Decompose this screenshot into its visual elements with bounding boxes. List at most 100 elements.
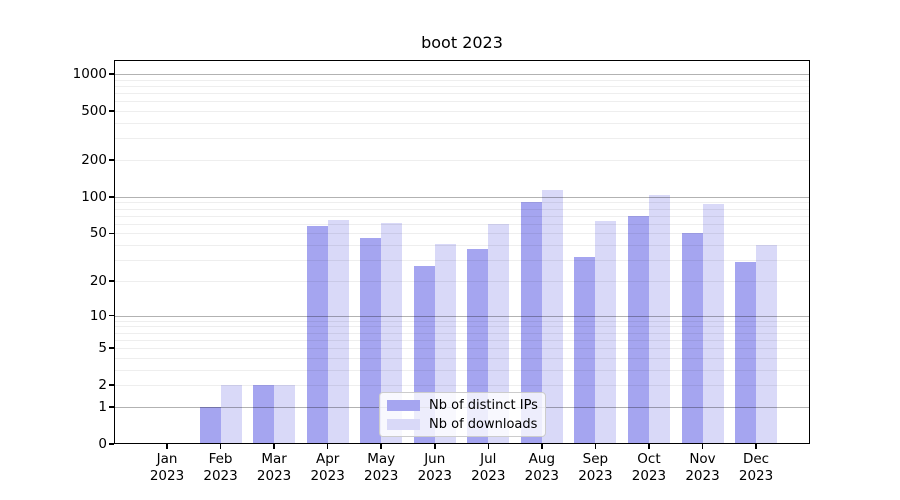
x-tick-month: Dec bbox=[742, 451, 770, 467]
y-tick-mark bbox=[109, 443, 114, 445]
x-tick-mark bbox=[487, 444, 490, 449]
bar-nov-ips bbox=[681, 233, 703, 444]
x-tick-year: 2023 bbox=[417, 468, 452, 484]
bar-mar-ips bbox=[253, 385, 275, 444]
x-tick-month: Aug bbox=[528, 451, 556, 467]
bar-may-ips bbox=[360, 237, 382, 444]
legend: Nb of distinct IPs Nb of downloads bbox=[379, 392, 546, 437]
y-tick-label: 1 bbox=[98, 398, 107, 415]
y-tick-mark bbox=[109, 232, 114, 235]
x-tick-year: 2023 bbox=[149, 468, 185, 484]
x-tick-year: 2023 bbox=[364, 468, 399, 484]
bar-apr-ips bbox=[306, 225, 328, 444]
x-tick-label-jul: Jul 2023 bbox=[456, 451, 520, 485]
y-tick-mark bbox=[109, 314, 114, 317]
y-tick-mark bbox=[109, 347, 114, 349]
x-tick-mark bbox=[755, 444, 757, 449]
x-tick-year: 2023 bbox=[738, 468, 774, 484]
x-tick-month: Mar bbox=[261, 451, 287, 467]
x-tick-month: May bbox=[367, 451, 396, 467]
bar-dec-downloads bbox=[756, 245, 778, 444]
x-tick-mark bbox=[166, 444, 168, 449]
x-tick-month: Jun bbox=[424, 451, 446, 467]
y-tick-label: 500 bbox=[81, 103, 107, 120]
x-tick-label-oct: Oct 2023 bbox=[617, 451, 681, 485]
x-tick-label-nov: Nov 2023 bbox=[671, 451, 735, 485]
x-tick-year: 2023 bbox=[256, 468, 292, 484]
x-tick-month: Jan bbox=[156, 451, 178, 467]
bar-aug-ips bbox=[520, 201, 542, 444]
x-tick-label-mar: Mar 2023 bbox=[242, 451, 306, 485]
bars-layer bbox=[114, 60, 810, 444]
bar-feb-ips bbox=[199, 406, 221, 444]
y-tick-mark bbox=[109, 110, 114, 112]
bar-oct-downloads bbox=[648, 195, 670, 444]
x-tick-year: 2023 bbox=[524, 468, 560, 484]
x-tick-month: Feb bbox=[208, 451, 233, 467]
plot-area bbox=[114, 60, 810, 444]
bar-dec-ips bbox=[735, 261, 757, 444]
y-tick-label: 2 bbox=[98, 377, 107, 394]
y-tick-mark bbox=[109, 280, 114, 282]
x-tick-mark bbox=[273, 444, 275, 449]
x-tick-label-may: May 2023 bbox=[349, 451, 413, 485]
y-tick-label: 0 bbox=[98, 436, 107, 452]
y-tick-mark bbox=[109, 196, 114, 198]
x-tick-label-jun: Jun 2023 bbox=[403, 451, 467, 485]
bar-mar-downloads bbox=[274, 385, 296, 444]
x-tick-month: Jul bbox=[480, 451, 497, 467]
x-tick-year: 2023 bbox=[471, 468, 506, 484]
y-tick-label: 100 bbox=[81, 188, 107, 205]
x-tick-mark bbox=[326, 444, 329, 449]
x-tick-mark bbox=[219, 444, 222, 449]
bar-apr-downloads bbox=[327, 219, 349, 444]
x-tick-year: 2023 bbox=[631, 468, 667, 484]
bar-sep-ips bbox=[574, 256, 596, 444]
x-tick-label-aug: Aug 2023 bbox=[510, 451, 574, 485]
x-tick-year: 2023 bbox=[310, 468, 345, 484]
x-tick-mark bbox=[648, 444, 650, 449]
bar-aug-downloads bbox=[541, 190, 563, 444]
x-tick-label-feb: Feb 2023 bbox=[189, 451, 253, 485]
legend-label: Nb of downloads bbox=[429, 416, 538, 432]
y-tick-mark bbox=[109, 73, 114, 75]
bar-feb-downloads bbox=[220, 385, 242, 444]
bar-may-downloads bbox=[381, 222, 403, 444]
y-tick-label: 200 bbox=[81, 152, 107, 169]
y-tick-label: 1000 bbox=[72, 66, 107, 83]
legend-swatch bbox=[387, 418, 420, 430]
x-tick-month: Nov bbox=[689, 451, 716, 467]
y-tick-mark bbox=[109, 406, 114, 408]
x-tick-year: 2023 bbox=[578, 468, 613, 484]
y-tick-label: 5 bbox=[98, 340, 107, 357]
y-tick-mark bbox=[109, 384, 114, 386]
y-tick-label: 20 bbox=[89, 272, 107, 289]
legend-swatch bbox=[387, 399, 420, 411]
legend-label: Nb of distinct IPs bbox=[429, 397, 538, 413]
x-tick-year: 2023 bbox=[203, 468, 238, 484]
x-tick-mark bbox=[594, 444, 597, 449]
y-tick-label: 10 bbox=[89, 307, 107, 324]
bar-jul-downloads bbox=[488, 223, 510, 444]
bar-nov-downloads bbox=[702, 204, 724, 444]
x-tick-label-dec: Dec 2023 bbox=[724, 451, 788, 485]
y-tick-label: 50 bbox=[89, 225, 107, 242]
bar-sep-downloads bbox=[595, 221, 617, 444]
x-tick-month: Oct bbox=[637, 451, 661, 467]
x-tick-label-sep: Sep 2023 bbox=[563, 451, 627, 485]
chart-title: boot 2023 bbox=[421, 33, 503, 52]
x-tick-mark bbox=[380, 444, 382, 449]
x-tick-mark bbox=[701, 444, 704, 449]
x-tick-month: Apr bbox=[315, 451, 340, 467]
bar-oct-ips bbox=[627, 215, 649, 444]
x-tick-mark bbox=[434, 444, 436, 449]
x-tick-label-jan: Jan 2023 bbox=[135, 451, 199, 485]
x-tick-mark bbox=[541, 444, 543, 449]
legend-item-distinct-ips: Nb of distinct IPs bbox=[387, 398, 538, 413]
x-tick-label-apr: Apr 2023 bbox=[296, 451, 360, 485]
y-tick-mark bbox=[109, 159, 114, 161]
legend-item-downloads: Nb of downloads bbox=[387, 417, 538, 432]
x-tick-month: Sep bbox=[582, 451, 609, 467]
x-tick-year: 2023 bbox=[685, 468, 720, 484]
